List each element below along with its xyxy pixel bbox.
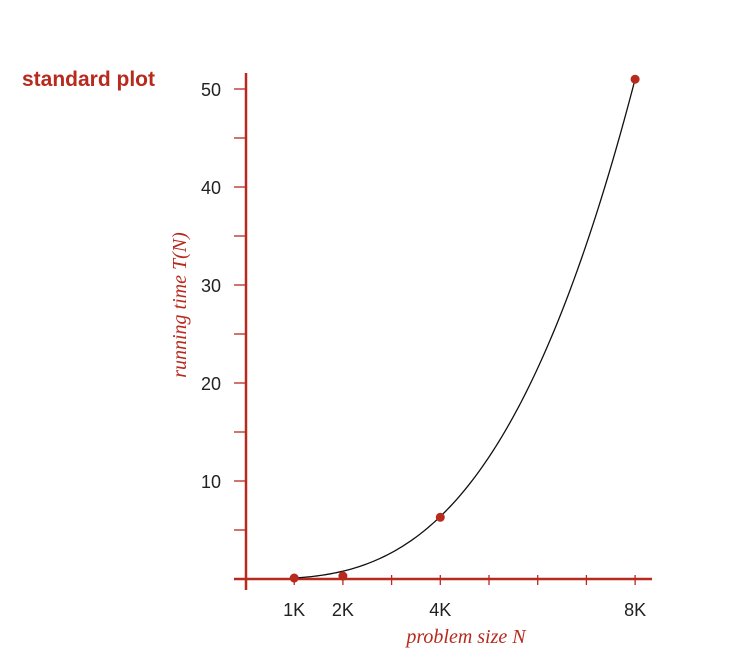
chart-title: standard plot	[22, 68, 156, 91]
x-tick-label: 2K	[332, 600, 354, 620]
y-tick-label: 10	[201, 472, 221, 492]
y-tick-label: 30	[201, 276, 221, 296]
tick-marks	[234, 88, 636, 585]
y-axis-label: running time T(N)	[169, 232, 191, 378]
data-point	[630, 74, 640, 84]
fitted-curve	[294, 79, 636, 579]
x-axis-label: problem size N	[404, 626, 527, 648]
x-tick-label: 8K	[624, 600, 646, 620]
x-tick-label: 1K	[283, 600, 305, 620]
tick-labels: 1K 2K 4K 8K 10 20 30 40 50	[201, 80, 646, 620]
data-point	[289, 573, 299, 583]
y-tick-label: 20	[201, 374, 221, 394]
x-tick-label: 4K	[429, 600, 451, 620]
y-tick-label: 50	[201, 80, 221, 100]
data-points	[289, 74, 640, 583]
y-tick-label: 40	[201, 178, 221, 198]
data-point	[435, 512, 445, 522]
data-point	[338, 571, 348, 581]
